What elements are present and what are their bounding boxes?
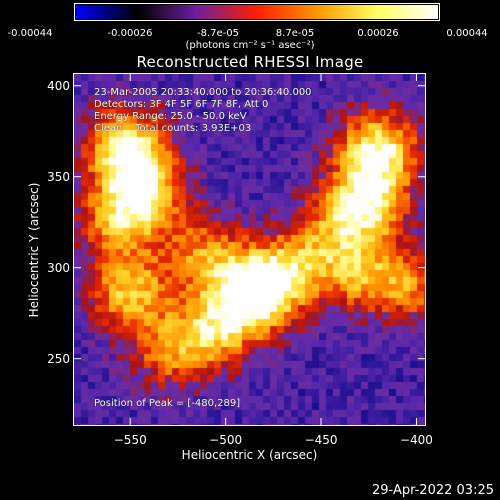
- colorbar-tick-label: -0.00026: [107, 28, 153, 39]
- x-tick-label: −500: [209, 433, 243, 447]
- colorbar-tick-label: -0.00044: [7, 28, 53, 39]
- annotation-method-counts: Clean Total counts: 3.93E+03: [94, 123, 252, 134]
- plot-area: [73, 73, 426, 426]
- colorbar-tick-label: -8.7e-05: [197, 28, 239, 39]
- x-axis-label: Heliocentric X (arcsec): [181, 448, 318, 462]
- chart-title: Reconstructed RHESSI Image: [136, 53, 364, 71]
- annotation-energy-range: Energy Range: 25.0 - 50.0 keV: [94, 111, 247, 122]
- colorbar-tick-label: 8.7e-05: [275, 28, 315, 39]
- footer-date: 29-Apr-2022 03:25: [372, 483, 494, 498]
- y-tick-label: 250: [47, 351, 70, 366]
- colorbar-tick-label: 0.00044: [446, 28, 488, 39]
- heatmap-image: [74, 74, 425, 425]
- y-axis-label: Heliocentric Y (arcsec): [27, 182, 41, 318]
- annotation-peak-position: Position of Peak = [-480,289]: [94, 398, 241, 409]
- colorbar-tick-label: 0.00026: [357, 28, 399, 39]
- x-tick-label: −450: [304, 433, 338, 447]
- y-tick-label: 300: [47, 260, 70, 275]
- annotation-detectors: Detectors: 3F 4F 5F 6F 7F 8F, Att 0: [94, 99, 269, 110]
- colorbar: [74, 3, 440, 21]
- y-tick-label: 400: [47, 78, 70, 93]
- x-tick-label: −400: [399, 433, 433, 447]
- colorbar-gradient: [76, 5, 438, 19]
- colorbar-unit-label: (photons cm⁻² s⁻¹ asec⁻²): [185, 40, 315, 51]
- x-tick-label: −550: [113, 433, 147, 447]
- annotation-time-range: 23-Mar-2005 20:33:40.000 to 20:36:40.000: [94, 87, 312, 98]
- y-tick-label: 350: [47, 169, 70, 184]
